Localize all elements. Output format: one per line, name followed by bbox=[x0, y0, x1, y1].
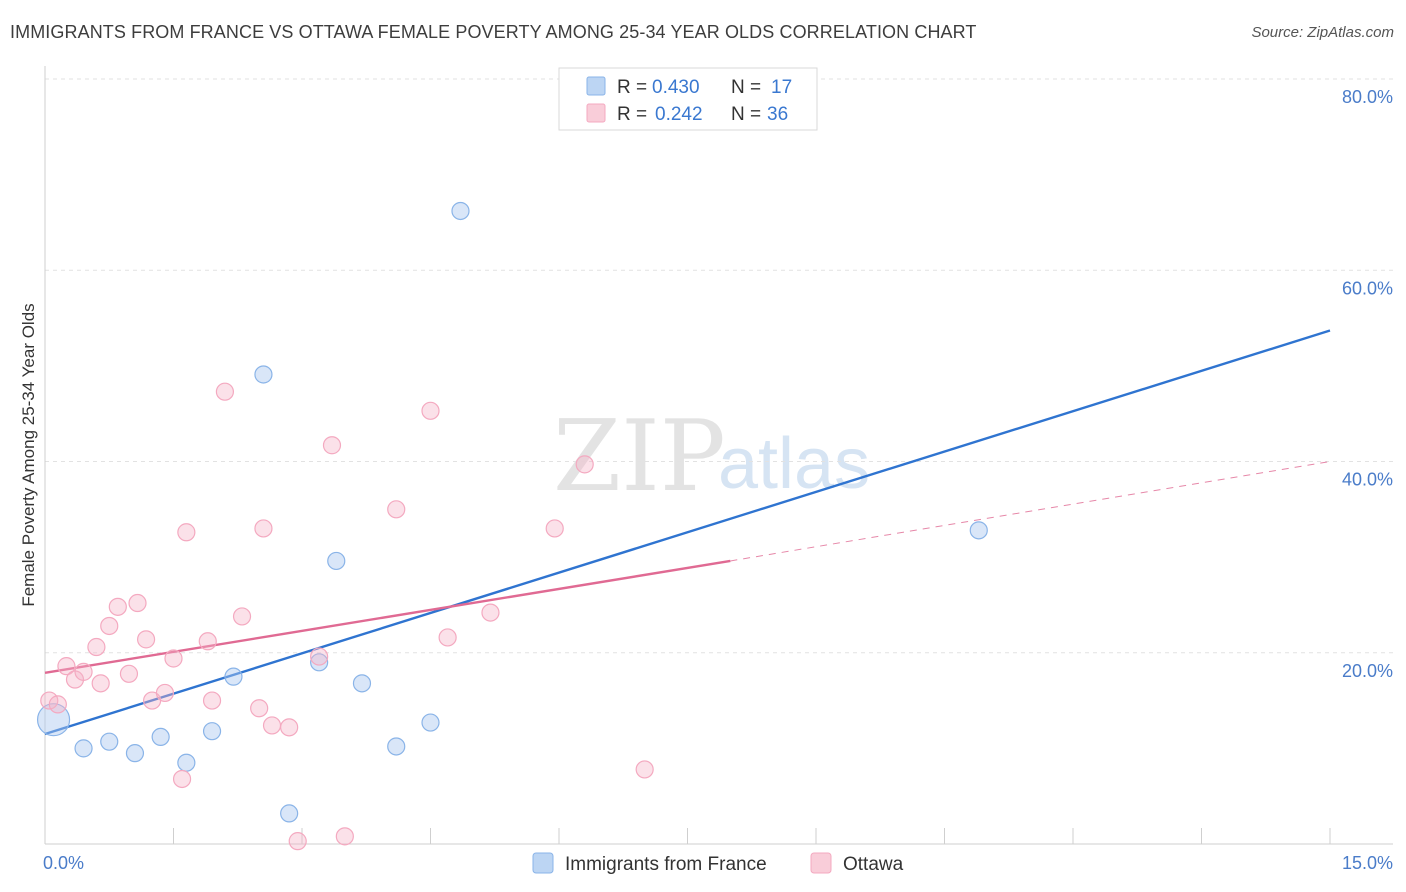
point-ottawa bbox=[262, 716, 282, 735]
y-tick-label: 60.0% bbox=[1342, 278, 1393, 298]
point-ottawa bbox=[172, 769, 192, 789]
point-ottawa bbox=[100, 616, 119, 636]
point-france bbox=[151, 727, 170, 747]
y-tick-label: 20.0% bbox=[1342, 661, 1393, 681]
point-france bbox=[310, 653, 329, 672]
point-ottawa bbox=[310, 647, 329, 666]
trend-line-dashed-ottawa bbox=[730, 461, 1331, 562]
point-ottawa bbox=[335, 827, 354, 846]
point-ottawa bbox=[155, 683, 175, 703]
stats-legend: R = 0.430 N = 17 R = 0.242 N = 36 bbox=[558, 67, 818, 131]
point-ottawa bbox=[421, 401, 440, 420]
y-tick-labels: 20.0% 40.0% 60.0% 80.0% bbox=[1342, 87, 1393, 681]
point-france bbox=[280, 804, 299, 823]
x-tick-label-start: 0.0% bbox=[43, 853, 84, 873]
point-france bbox=[451, 201, 470, 221]
point-france bbox=[224, 667, 243, 686]
watermark-atlas: atlas bbox=[718, 424, 870, 504]
point-ottawa bbox=[128, 593, 147, 613]
point-france bbox=[327, 551, 346, 571]
data-points bbox=[36, 201, 988, 851]
source-credit: Source: ZipAtlas.com bbox=[1251, 24, 1394, 41]
point-ottawa bbox=[387, 500, 406, 519]
point-ottawa bbox=[288, 832, 307, 851]
trend-line-ottawa bbox=[44, 559, 731, 675]
point-france bbox=[387, 737, 406, 756]
point-france bbox=[177, 753, 196, 772]
point-ottawa bbox=[57, 657, 76, 676]
axes bbox=[44, 66, 1393, 845]
x-tick-labels: 0.0% 15.0% bbox=[43, 853, 1393, 873]
point-ottawa bbox=[91, 674, 110, 693]
legend-n-label-ottawa: N = bbox=[731, 104, 761, 125]
legend-n-label-france: N = bbox=[731, 77, 761, 98]
point-ottawa bbox=[87, 637, 106, 657]
point-ottawa bbox=[575, 455, 594, 474]
point-ottawa bbox=[250, 699, 269, 718]
x-tick-label-end: 15.0% bbox=[1342, 853, 1393, 873]
point-ottawa bbox=[177, 523, 196, 542]
point-ottawa bbox=[232, 607, 252, 626]
trend-lines bbox=[44, 329, 1331, 736]
point-ottawa bbox=[202, 691, 222, 710]
y-axis-label: Female Poverty Among 25-34 Year Olds bbox=[19, 303, 38, 606]
point-ottawa bbox=[136, 630, 156, 649]
point-ottawa bbox=[322, 436, 342, 455]
legend-n-value-france: 17 bbox=[771, 77, 792, 98]
trend-line-france bbox=[44, 329, 1331, 736]
watermark: ZIP atlas bbox=[553, 400, 870, 514]
legend-n-value-ottawa: 36 bbox=[767, 104, 788, 125]
legend-r-value-france: 0.430 bbox=[652, 77, 700, 98]
bottom-legend-label-france: Immigrants from France bbox=[565, 854, 767, 875]
point-ottawa bbox=[635, 760, 654, 779]
point-france bbox=[352, 674, 372, 693]
point-france bbox=[421, 713, 440, 732]
legend-r-label-france: R = bbox=[617, 77, 647, 98]
point-ottawa bbox=[164, 649, 183, 668]
point-ottawa bbox=[438, 628, 457, 647]
point-ottawa bbox=[254, 519, 273, 538]
point-ottawa bbox=[40, 691, 59, 710]
legend-r-label-ottawa: R = bbox=[617, 104, 647, 125]
legend-swatch-france bbox=[586, 76, 606, 96]
bottom-legend-swatch-ottawa bbox=[810, 852, 832, 874]
point-france bbox=[125, 744, 145, 763]
watermark-zip: ZIP bbox=[553, 400, 726, 514]
gridlines bbox=[45, 78, 1393, 654]
point-ottawa bbox=[119, 664, 139, 683]
point-france bbox=[74, 739, 93, 758]
point-ottawa bbox=[74, 662, 93, 681]
series-legend: Immigrants from France Ottawa bbox=[532, 852, 904, 875]
point-ottawa bbox=[108, 597, 127, 616]
point-ottawa bbox=[280, 718, 299, 737]
chart-title: IMMIGRANTS FROM FRANCE VS OTTAWA FEMALE … bbox=[10, 22, 977, 42]
point-ottawa bbox=[215, 382, 234, 401]
point-ottawa bbox=[481, 603, 500, 622]
legend-r-value-ottawa: 0.242 bbox=[655, 104, 703, 125]
point-ottawa bbox=[198, 632, 217, 651]
legend-swatch-ottawa bbox=[586, 103, 606, 123]
y-tick-label: 80.0% bbox=[1342, 87, 1393, 107]
point-france bbox=[254, 365, 273, 384]
point-france bbox=[202, 722, 222, 741]
bottom-legend-swatch-france bbox=[532, 852, 554, 874]
point-ottawa bbox=[545, 519, 564, 538]
point-france bbox=[969, 521, 988, 540]
point-france bbox=[100, 732, 119, 751]
point-ottawa bbox=[48, 695, 67, 714]
y-tick-label: 40.0% bbox=[1342, 470, 1393, 490]
bottom-legend-label-ottawa: Ottawa bbox=[843, 854, 904, 875]
